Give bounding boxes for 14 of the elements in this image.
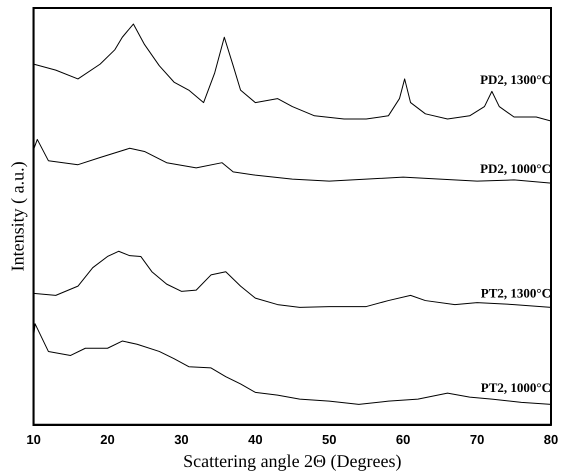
x-tick-label: 50 xyxy=(322,432,336,448)
x-tick-label: 40 xyxy=(248,432,263,448)
x-tick-label: 30 xyxy=(174,432,189,448)
x-tick-label: 60 xyxy=(396,432,410,448)
series-label: PT2, 1000°C xyxy=(480,380,551,396)
x-tick-label: 80 xyxy=(544,432,558,448)
series-label: PT2, 1300°C xyxy=(480,285,551,300)
series-label: PD2, 1300°C xyxy=(480,72,551,88)
series-label: PD2, 1000°C xyxy=(480,160,551,176)
x-tick-label: 70 xyxy=(470,432,484,448)
x-tick-label: 10 xyxy=(26,432,41,448)
x-tick-label: 20 xyxy=(100,432,115,448)
x-axis-title: Scattering angle 2Θ (Degrees) xyxy=(183,450,402,471)
y-axis-title: Intensity ( a.u.) xyxy=(8,161,28,272)
